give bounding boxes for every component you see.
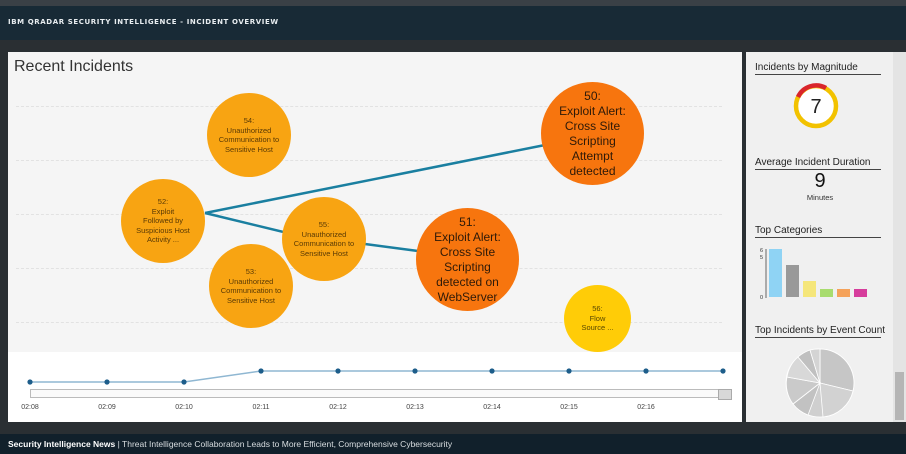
incident-label: 55: Unauthorized Communication to Sensit… (293, 220, 355, 258)
categories-tick: 6 (760, 248, 763, 254)
timeline-point (104, 379, 110, 385)
gauge-red-segment (795, 83, 828, 99)
category-bar (837, 289, 850, 297)
timeline-point (412, 368, 418, 374)
incident-label: 52: Exploit Followed by Suspicious Host … (136, 197, 190, 245)
duration-unit: Minutes (806, 193, 834, 202)
news-separator: | (117, 439, 120, 449)
magnitude-gauge: 7 (793, 83, 839, 129)
timeline-point (720, 368, 726, 374)
category-bar (854, 289, 867, 297)
timeline-point (181, 379, 187, 385)
category-bar (820, 289, 833, 297)
event-count-title: Top Incidents by Event Count (755, 325, 886, 338)
news-label: Security Intelligence News (8, 439, 116, 449)
magnitude-title: Incidents by Magnitude (755, 62, 881, 75)
link-52-50 (204, 143, 546, 215)
magnitude-value: 7 (810, 96, 821, 118)
category-bar (769, 249, 782, 297)
duration-title: Average Incident Duration (755, 157, 881, 170)
app-header: IBM QRADAR SECURITY INTELLIGENCE - INCID… (0, 6, 906, 40)
timeline-tick: 02:13 (406, 404, 424, 411)
gridline (16, 268, 722, 269)
incident-bubble-53[interactable]: 53: Unauthorized Communication to Sensit… (209, 244, 293, 328)
panel-title: Recent Incidents (14, 58, 134, 75)
incident-label: 51: Exploit Alert: Cross Site Scripting … (434, 214, 501, 304)
timeline-tick: 02:16 (637, 404, 655, 411)
app-title: IBM QRADAR SECURITY INTELLIGENCE - INCID… (8, 18, 279, 26)
event-count-pie (785, 348, 855, 418)
timeline-scroll-handle[interactable] (718, 389, 732, 400)
timeline-point (489, 368, 495, 374)
sidebar-scroll-thumb[interactable] (895, 372, 904, 420)
timeline-point (643, 368, 649, 374)
timeline-line (30, 370, 723, 383)
category-bar (786, 265, 799, 297)
pie-slice (809, 348, 821, 384)
incident-bubble-52[interactable]: 52: Exploit Followed by Suspicious Host … (121, 179, 205, 263)
timeline-tick: 02:09 (98, 404, 116, 411)
timeline-point (27, 379, 33, 385)
pie-slice (819, 348, 855, 392)
incident-bubble-51[interactable]: 51: Exploit Alert: Cross Site Scripting … (416, 208, 519, 311)
top-strip (0, 0, 906, 6)
gridline (16, 160, 722, 161)
incident-label: 54: Unauthorized Communication to Sensit… (218, 116, 280, 154)
timeline-panel (8, 352, 742, 422)
incident-bubble-50[interactable]: 50: Exploit Alert: Cross Site Scripting … (541, 82, 644, 185)
incident-label: 50: Exploit Alert: Cross Site Scripting … (559, 88, 626, 178)
incident-bubble-56[interactable]: 56: Flow Source ... (564, 285, 631, 352)
duration-value: 9 (814, 170, 826, 192)
pie-slice (819, 382, 854, 418)
timeline-point (335, 368, 341, 374)
incident-label: 53: Unauthorized Communication to Sensit… (220, 267, 282, 305)
gridline (16, 106, 722, 107)
timeline-point (566, 368, 572, 374)
incident-label: 56: Flow Source ... (581, 304, 614, 333)
news-text[interactable]: Security Intelligence News | Threat Inte… (8, 439, 452, 449)
categories-tick: 0 (760, 295, 763, 301)
sidebar-scrollbar[interactable] (893, 52, 906, 422)
gridline (16, 322, 722, 323)
news-headline[interactable]: Threat Intelligence Collaboration Leads … (122, 439, 453, 449)
timeline-tick: 02:08 (21, 404, 39, 411)
incident-bubble-55[interactable]: 55: Unauthorized Communication to Sensit… (282, 197, 366, 281)
timeline-tick: 02:15 (560, 404, 578, 411)
link-55-51 (364, 242, 419, 253)
timeline-tick: 02:10 (175, 404, 193, 411)
categories-tick: 5 (760, 255, 763, 261)
incident-bubble-54[interactable]: 54: Unauthorized Communication to Sensit… (207, 93, 291, 177)
timeline-tick: 02:14 (483, 404, 501, 411)
news-ticker: Security Intelligence News | Threat Inte… (0, 434, 906, 454)
gridline (16, 214, 722, 215)
category-bar (803, 281, 816, 297)
timeline-tick: 02:12 (329, 404, 347, 411)
top-categories-chart: 6 5 0 (760, 248, 867, 301)
timeline-point (258, 368, 264, 374)
categories-title: Top Categories (755, 225, 881, 238)
timeline-tick: 02:11 (252, 404, 270, 411)
